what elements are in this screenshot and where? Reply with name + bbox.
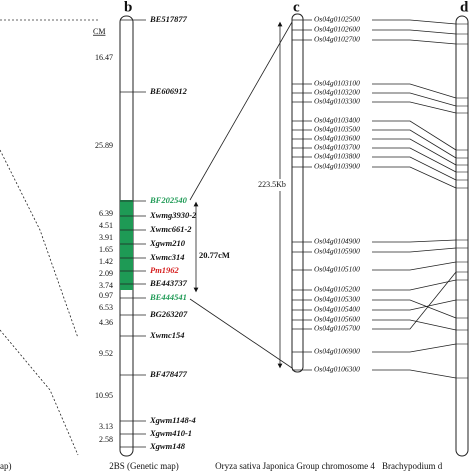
caption: Brachypodium d: [382, 461, 443, 471]
synteny-line: [372, 156, 457, 181]
synteny-line: [372, 343, 457, 353]
gene: Os04g0103100: [314, 79, 360, 88]
synteny-line: [372, 299, 457, 311]
gene: Os04g0102600: [314, 25, 360, 34]
gene: Os04g0105900: [314, 247, 360, 256]
unit: CM: [93, 27, 105, 36]
distance: 3.13: [99, 422, 113, 431]
chromosome-4: [291, 13, 304, 373]
synteny-line: [372, 279, 457, 291]
marker: Xgwm210: [149, 238, 186, 248]
panel-label: d: [460, 0, 469, 15]
dotted-link: [0, 149, 79, 339]
caption: ap): [0, 461, 12, 471]
distance: 1.65: [99, 245, 113, 254]
gene: Os04g0103700: [314, 143, 360, 152]
synteny-line: [372, 239, 457, 243]
gene: Os04g0103900: [314, 162, 360, 171]
distance: 25.89: [95, 141, 113, 150]
synteny-line: [372, 120, 457, 151]
distance: 6.53: [99, 303, 113, 312]
chromosome-bd: [455, 15, 469, 457]
gene: Os04g0105200: [314, 285, 360, 294]
marker: BE517877: [149, 14, 188, 24]
marker: Xwmc154: [149, 330, 184, 340]
synteny-line: [372, 261, 457, 271]
marker: BF478477: [149, 369, 188, 379]
distance: 9.52: [99, 349, 113, 358]
marker: Pm1962: [150, 265, 180, 275]
synteny-line: [372, 39, 457, 45]
synteny-line: [372, 319, 457, 331]
gene: Os04g0106300: [314, 365, 360, 374]
synteny-line: [372, 369, 457, 379]
marker: Xgwm148: [149, 441, 186, 451]
panel-label: c: [293, 0, 300, 15]
distance: 3.91: [99, 233, 113, 242]
distance: 10.95: [95, 391, 113, 400]
gene: Os04g0105100: [314, 265, 360, 274]
synteny-line: [372, 271, 457, 330]
marker: Xwmg3930-2: [149, 210, 197, 220]
gene: Os04g0105400: [314, 305, 360, 314]
link-line: [189, 21, 293, 201]
synteny-line: [372, 129, 457, 159]
caption: 2BS (Genetic map): [109, 461, 178, 471]
gene: Os04g0103400: [314, 116, 360, 125]
gene: Os04g0103200: [314, 88, 360, 97]
distance: 0.97: [99, 291, 113, 300]
marker: Xgwm1148-4: [149, 415, 196, 425]
marker: BE443737: [149, 278, 188, 288]
dotted-link: [0, 329, 79, 456]
gene: Os04g0102500: [314, 15, 360, 24]
gene: Os04g0105300: [314, 295, 360, 304]
synteny-line: [372, 138, 457, 166]
gene: Os04g0103800: [314, 152, 360, 161]
span-bg: [257, 179, 287, 191]
synteny-line: [372, 92, 457, 107]
caption: Oryza sativa Japonica Group chromosome 4: [215, 461, 375, 471]
distance: 6.39: [99, 209, 113, 218]
interval-label: 20.77cM: [199, 250, 230, 260]
panel-label: b: [124, 0, 132, 15]
synteny-line: [372, 166, 457, 189]
distance: 4.51: [99, 221, 113, 230]
distance: 2.58: [99, 435, 113, 444]
marker: BE606912: [149, 86, 188, 96]
gene: Os04g0102700: [314, 35, 360, 44]
synteny-line: [372, 299, 457, 319]
gene: Os04g0103300: [314, 97, 360, 106]
synteny-line: [372, 147, 457, 173]
gene: Os04g0104900: [314, 237, 360, 246]
span-label: 223.5Kb: [258, 180, 286, 189]
marker: BF202540: [149, 195, 188, 205]
synteny-line: [372, 19, 457, 25]
synteny-line: [372, 101, 457, 114]
link-line: [189, 298, 293, 369]
gene: Os04g0106900: [314, 347, 360, 356]
marker: BE444541: [149, 292, 187, 302]
distance: 4.36: [99, 318, 113, 327]
gene: Os04g0105600: [314, 315, 360, 324]
gene: Os04g0103500: [314, 125, 360, 134]
interval-highlight: [120, 200, 133, 290]
marker: BG263207: [149, 309, 188, 319]
distance: 2.09: [99, 269, 113, 278]
synteny-line: [372, 29, 457, 35]
marker: Xwmc661-2: [149, 224, 192, 234]
gene: Os04g0105700: [314, 324, 360, 333]
synteny-line: [372, 247, 457, 253]
distance: 3.74: [99, 281, 113, 290]
marker: Xwmc314: [149, 252, 184, 262]
marker: Xgwm410-1: [149, 428, 192, 438]
gene: Os04g0103600: [314, 134, 360, 143]
distance: 16.47: [95, 53, 113, 62]
distance: 1.42: [99, 257, 113, 266]
synteny-line: [372, 83, 457, 99]
